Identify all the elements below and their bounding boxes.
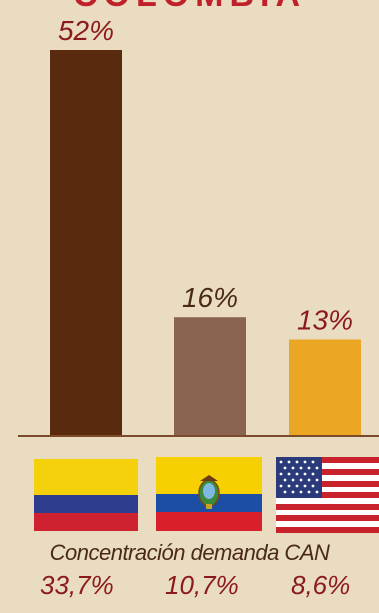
colombia-flag-icon [34, 459, 138, 531]
share-ecuador: 10,7% [165, 570, 239, 600]
bar-colombia [50, 50, 122, 436]
share-colombia: 33,7% [40, 570, 114, 600]
bar-chart: 52% 16% 13% [18, 15, 379, 437]
bar-usa [289, 339, 361, 436]
bar-value-label-ecuador: 16% [182, 282, 238, 313]
demand-concentration-label: Concentración demanda CAN [49, 540, 330, 565]
chart-title-partial: COLOMBIA [0, 0, 379, 15]
bar-ecuador [174, 317, 246, 436]
bar-value-label-colombia: 52% [58, 15, 114, 46]
bar-value-label-usa: 13% [297, 305, 353, 336]
share-usa: 8,6% [291, 570, 351, 600]
usa-flag-icon [276, 457, 379, 533]
ecuador-flag-icon [156, 457, 262, 531]
